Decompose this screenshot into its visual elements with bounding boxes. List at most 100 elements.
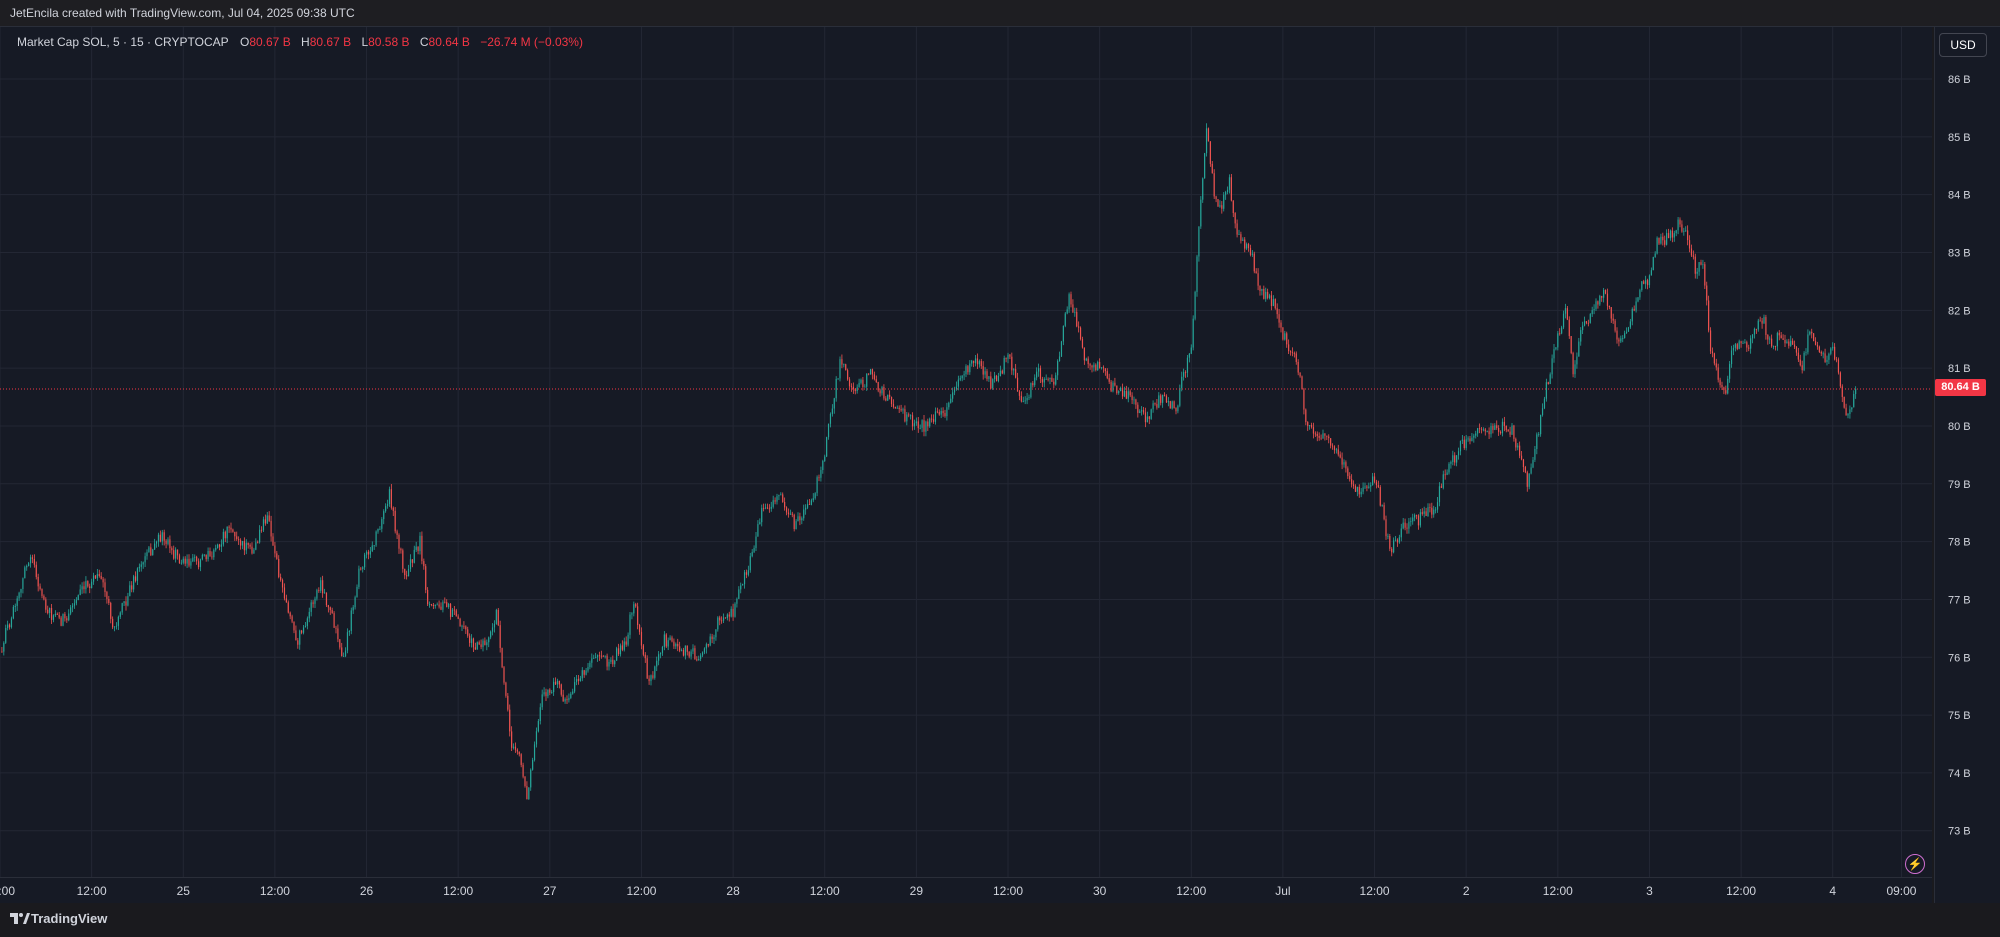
candle-body — [1114, 382, 1116, 386]
candle-body — [276, 553, 278, 559]
candle-body — [1047, 378, 1049, 380]
legend-low-key: L — [361, 35, 369, 49]
candle-body — [1349, 476, 1351, 480]
candle-body — [1435, 509, 1437, 511]
candle-body — [1755, 328, 1757, 330]
candle-body — [50, 608, 53, 620]
candle-body — [1181, 376, 1183, 389]
candle-body — [1330, 438, 1332, 446]
candle-body — [927, 421, 929, 427]
x-tick-label: 3 — [1646, 884, 1653, 898]
candle-body — [596, 655, 599, 658]
candle-body — [1018, 391, 1021, 396]
candle-body — [1694, 256, 1696, 274]
candle-body — [658, 654, 660, 661]
candle-body — [803, 509, 805, 519]
candle-body — [1597, 301, 1599, 305]
candle-body — [1750, 338, 1752, 349]
candle-body — [1286, 333, 1288, 345]
price-scale[interactable] — [1934, 27, 2000, 904]
candle-body — [1568, 319, 1570, 337]
candle-body — [988, 376, 990, 379]
candle-body — [251, 546, 253, 554]
candle-body — [1064, 313, 1066, 326]
candle-body — [41, 589, 43, 596]
chart-frame[interactable]: 73 B 74 B 75 B 76 B 77 B 78 B 79 B 80 B 81 B 82 B… — [0, 26, 2000, 905]
candle-body — [963, 374, 965, 376]
candle-body — [1830, 348, 1832, 354]
candle-body — [423, 561, 425, 567]
candle-body — [1708, 300, 1710, 331]
candle-body — [680, 650, 683, 651]
candle-body — [885, 398, 887, 401]
candle-body — [1807, 334, 1809, 353]
candle-body — [837, 378, 839, 380]
candle-body — [188, 558, 190, 566]
candle-body — [1320, 437, 1322, 439]
candle-body — [350, 610, 352, 631]
candle-body — [1809, 331, 1811, 335]
candle-body — [396, 531, 398, 535]
candle-body — [1834, 346, 1836, 360]
currency-button[interactable]: USD — [1939, 33, 1987, 57]
candle-body — [1471, 437, 1473, 442]
candle-body — [1721, 384, 1723, 388]
candle-body — [1240, 234, 1242, 241]
candle-body — [222, 531, 224, 545]
candle-body — [890, 396, 893, 405]
candle-body — [1089, 364, 1091, 366]
candle-body — [33, 558, 35, 565]
candle-body — [648, 678, 650, 682]
candle-body — [816, 477, 818, 494]
candle-body — [228, 526, 230, 528]
bolt-icon[interactable]: ⚡ — [1905, 854, 1925, 874]
candle-body — [955, 386, 958, 390]
candle-body — [480, 644, 482, 648]
candle-body — [617, 648, 620, 655]
candle-body — [354, 597, 356, 608]
candle-body — [62, 613, 64, 626]
candle-body — [892, 404, 895, 407]
candle-body — [1538, 434, 1540, 436]
candle-body — [415, 546, 417, 550]
candle-body — [606, 655, 608, 667]
candle-body — [138, 566, 140, 569]
candle-body — [123, 601, 125, 604]
legend-close-key: C — [419, 35, 429, 49]
candle-body — [472, 638, 475, 648]
candle-body — [778, 495, 780, 497]
candle-body — [923, 420, 925, 432]
candle-body — [805, 507, 807, 510]
candle-body — [1711, 351, 1714, 354]
candle-body — [1463, 439, 1465, 449]
candle-body — [218, 544, 221, 547]
x-tick-label: 09:00 — [1886, 884, 1916, 898]
candle-body — [1288, 344, 1290, 352]
candle-body — [287, 602, 289, 613]
candle-body — [843, 364, 845, 366]
candle-body — [1398, 537, 1400, 543]
candle-body — [184, 558, 186, 564]
candle-body — [533, 744, 536, 760]
candle-body — [879, 390, 881, 394]
time-scale[interactable] — [0, 877, 1932, 905]
candle-body — [360, 568, 362, 570]
candle-body — [1557, 333, 1559, 348]
candle-body — [182, 558, 184, 563]
candle-body — [64, 613, 66, 619]
candle-body — [1847, 413, 1849, 416]
candle-body — [1759, 320, 1761, 322]
candle-body — [675, 643, 677, 647]
y-tick-label: 84 B — [1948, 190, 1971, 202]
candle-body — [35, 564, 37, 577]
candle-body — [1732, 347, 1735, 351]
plot-area[interactable] — [0, 27, 1932, 877]
candle-body — [881, 387, 883, 394]
candle-body — [167, 539, 169, 544]
candle-body — [1709, 330, 1712, 352]
candle-body — [1175, 408, 1177, 412]
candle-body — [1688, 240, 1691, 249]
candle-body — [1039, 368, 1042, 379]
candle-body — [635, 604, 637, 607]
candle-body — [1450, 461, 1452, 464]
